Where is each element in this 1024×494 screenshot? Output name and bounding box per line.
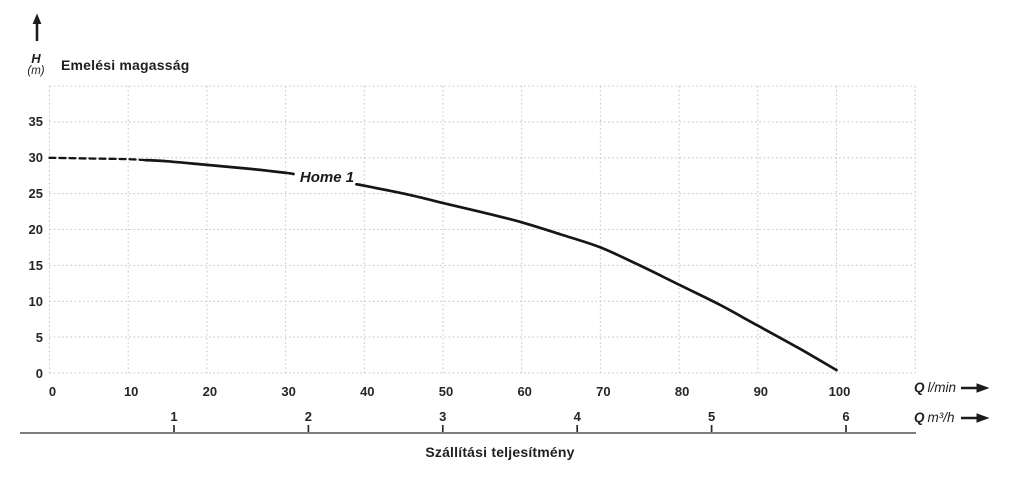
- lmin-axis-q-symbol: Q: [914, 380, 925, 395]
- lmin-tick-40: 40: [360, 384, 375, 399]
- y-tick-0: 0: [35, 365, 43, 381]
- lmin-tick-70: 70: [596, 384, 611, 399]
- y-tick-15: 15: [28, 257, 43, 273]
- lmin-tick-10: 10: [123, 384, 139, 399]
- y-tick-10: 10: [28, 293, 43, 309]
- m3h-tick-2: 2: [304, 409, 312, 424]
- y-tick-25: 25: [28, 186, 43, 202]
- lmin-axis-unit-text: l/min: [927, 380, 957, 395]
- m3h-tick-3: 3: [439, 409, 447, 424]
- chart-title: Emelési magasság: [61, 57, 190, 73]
- grid: [48, 85, 916, 374]
- m3h-axis-q-symbol: Q: [914, 410, 925, 425]
- x-axis-title: Szállítási teljesítmény: [425, 444, 575, 460]
- y-axis-unit: (m): [27, 65, 45, 77]
- m3h-axis-unit-text: m³/h: [927, 410, 955, 425]
- curve-segment-solid: [144, 158, 295, 176]
- lmin-tick-80: 80: [674, 384, 690, 399]
- lmin-tick-50: 50: [438, 384, 454, 399]
- m3h-axis-arrow-icon: [961, 413, 990, 423]
- m3h-tick-1: 1: [170, 409, 178, 424]
- lmin-tick-30: 30: [281, 384, 296, 399]
- curve-segment-solid: [355, 182, 838, 372]
- y-tick-35: 35: [28, 114, 43, 130]
- curve-segment-dashed: [48, 156, 147, 162]
- m3h-tick-5: 5: [707, 409, 716, 424]
- y-axis-symbol: H: [31, 51, 41, 66]
- y-tick-30: 30: [28, 150, 43, 166]
- y-tick-5: 5: [35, 329, 43, 345]
- y-tick-20: 20: [28, 222, 43, 237]
- m3h-scale-line-group: [20, 425, 916, 434]
- lmin-axis-arrow-icon: [961, 383, 990, 393]
- lmin-tick-20: 20: [202, 384, 218, 399]
- curve-name-label: Home 1: [299, 169, 355, 186]
- lmin-tick-60: 60: [517, 384, 532, 399]
- y-axis-arrow-icon: [32, 13, 42, 41]
- m3h-tick-4: 4: [573, 409, 581, 424]
- pump-curve: [48, 156, 838, 372]
- lmin-tick-0: 0: [48, 384, 57, 399]
- lmin-tick-90: 90: [753, 384, 769, 399]
- m3h-tick-6: 6: [842, 409, 850, 424]
- lmin-tick-100: 100: [828, 384, 851, 399]
